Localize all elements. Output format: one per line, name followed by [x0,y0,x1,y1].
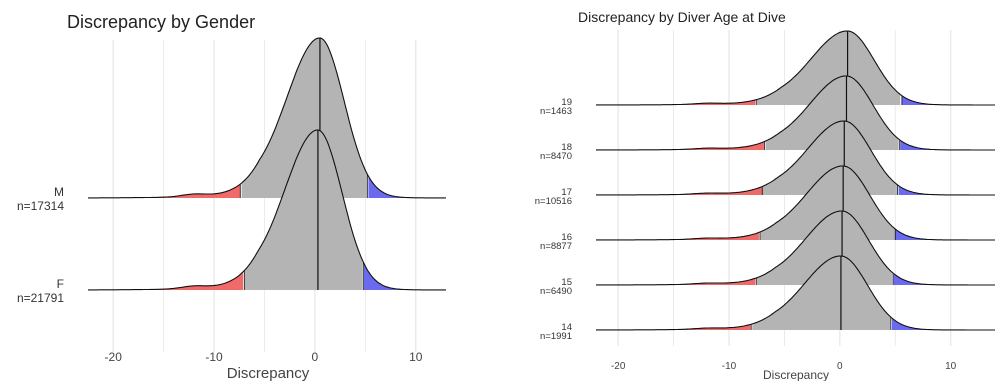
group-label: 14 [561,322,572,333]
group-label: 17 [561,187,572,198]
ridge-outline [88,37,446,199]
ridge-outline [596,255,995,331]
x-tick-label: -20 [611,361,626,372]
group-n-label: n=1463 [540,106,572,117]
ridge-19 [596,30,995,106]
x-tick-label: -10 [722,361,737,372]
group-label: 18 [561,142,572,153]
group-n-label: n=10516 [535,196,572,207]
ridge-fill [901,95,995,105]
x-tick-label: -10 [205,350,223,364]
left-x-ticks: -20 -10 0 10 [105,350,423,364]
ridge-fill [368,176,446,198]
ridge-fill [88,271,244,290]
ridge-fill [596,232,759,240]
ridge-fill [596,141,764,150]
ridge-17 [596,120,995,196]
ridge-M [88,37,446,199]
ridge-fill [241,38,367,198]
group-n-label: n=6490 [540,286,572,297]
ridge-fill [596,324,751,330]
ridge-fill [762,121,897,195]
ridge-fill [596,186,763,195]
left-chart-title: Discrepancy by Gender [67,12,255,32]
right-ridges: 19n=1463 18n=8470 17n=10516 16n=8877 15n=649… [535,30,995,342]
group-label: 19 [561,97,572,108]
x-tick-label: 10 [409,350,423,364]
ridge-outline [596,30,995,106]
ridge-outline [88,129,446,291]
group-n-label: n=8470 [540,151,572,162]
x-tick-label: 0 [312,350,319,364]
group-n-label: n=17314 [17,199,64,213]
ridge-fill [363,263,446,290]
ridge-fill [893,273,995,285]
ridge-15 [596,210,995,286]
group-label: 15 [561,277,572,288]
ridge-fill [765,76,899,150]
ridge-F [88,129,446,291]
group-label: M [54,185,64,199]
ridge-14 [596,255,995,331]
group-n-label: n=1991 [540,331,572,342]
gender-chart: Discrepancy by Gender Mn=17314 Fn=21791 -… [17,12,446,381]
ridge-fill [895,229,995,240]
ridge-outline [596,165,995,241]
left-x-axis-label: Discrepancy [227,365,310,381]
ridge-fill [757,211,892,285]
x-tick-label: 10 [945,361,957,372]
ridge-fill [891,318,995,330]
right-x-axis-label: Discrepancy [763,368,829,381]
ridge-fill [88,184,241,198]
x-tick-label: -20 [105,350,123,364]
ridge-fill [760,166,896,240]
group-n-label: n=21791 [17,291,64,305]
group-n-label: n=8877 [540,241,572,252]
right-x-ticks: -20 -10 0 10 [611,361,957,372]
ridge-16 [596,165,995,241]
group-label: 16 [561,232,572,243]
age-chart: Discrepancy by Diver Age at Dive 19n=146… [535,9,995,381]
ridge-fill [752,256,891,330]
right-chart-title: Discrepancy by Diver Age at Dive [578,9,786,25]
x-tick-label: 0 [837,361,843,372]
ridge-outline [596,75,995,151]
ridge-outline [596,120,995,196]
ridge-fill [898,185,995,195]
left-ridges: Mn=17314 Fn=21791 [17,37,446,305]
ridge-fill [757,31,901,105]
group-label: F [57,277,64,291]
ridge-outline [596,210,995,286]
ridge-fill [900,140,995,150]
ridge-fill [244,130,363,290]
